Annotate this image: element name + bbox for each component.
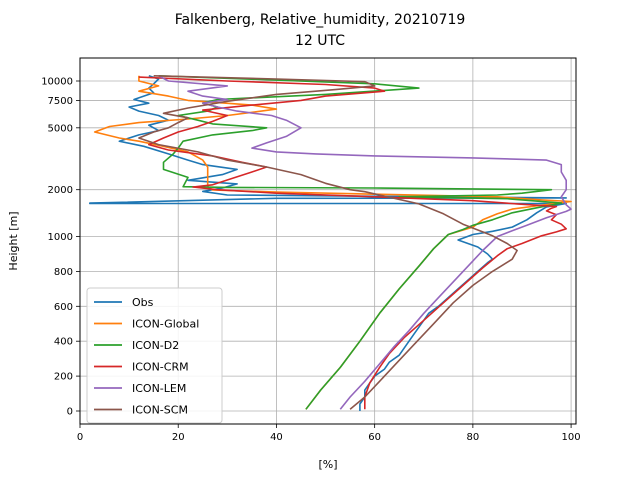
y-tick-label: 1000 [48, 232, 73, 243]
x-axis: 0 20 40 60 80 100 [77, 424, 581, 443]
x-tick-label: 60 [368, 432, 381, 443]
legend-label: ICON-LEM [132, 382, 186, 395]
x-tick-label: 20 [172, 432, 185, 443]
x-axis-label: [%] [318, 458, 337, 471]
legend-box [86, 287, 223, 424]
series-line-icon-crm [138, 76, 567, 410]
series-lines [89, 75, 572, 411]
y-tick-label: 2000 [48, 185, 73, 196]
legend-label: Obs [132, 296, 154, 309]
y-axis: 0 200 400 600 800 1000 2000 5000 7500 10000 [41, 77, 80, 418]
legend: Obs ICON-Global ICON-D2 ICON-CRM ICON-LEM ICO… [86, 287, 223, 424]
y-tick-label: 5000 [48, 123, 73, 134]
legend-label: ICON-SCM [132, 404, 188, 417]
y-tick-label: 600 [54, 302, 73, 313]
x-tick-label: 100 [562, 432, 581, 443]
legend-label: ICON-Global [132, 318, 199, 331]
chart-subtitle: 12 UTC [295, 33, 345, 49]
legend-label: ICON-CRM [132, 361, 189, 374]
y-axis-label: Height [m] [7, 211, 20, 270]
x-tick-label: 0 [77, 432, 83, 443]
y-tick-label: 0 [67, 407, 73, 418]
plot-frame [79, 57, 577, 425]
y-tick-label: 200 [54, 372, 73, 383]
y-tick-label: 10000 [41, 77, 73, 88]
series-line-icon-lem [158, 75, 572, 410]
y-tick-label: 400 [54, 337, 73, 348]
x-tick-label: 80 [467, 432, 480, 443]
chart-title: Falkenberg, Relative_humidity, 20210719 [175, 12, 466, 28]
legend-label: ICON-D2 [132, 339, 179, 352]
y-tick-label: 800 [54, 267, 73, 278]
series-line-icon-scm [138, 75, 518, 410]
x-tick-label: 40 [270, 432, 283, 443]
y-tick-label: 7500 [48, 96, 73, 107]
